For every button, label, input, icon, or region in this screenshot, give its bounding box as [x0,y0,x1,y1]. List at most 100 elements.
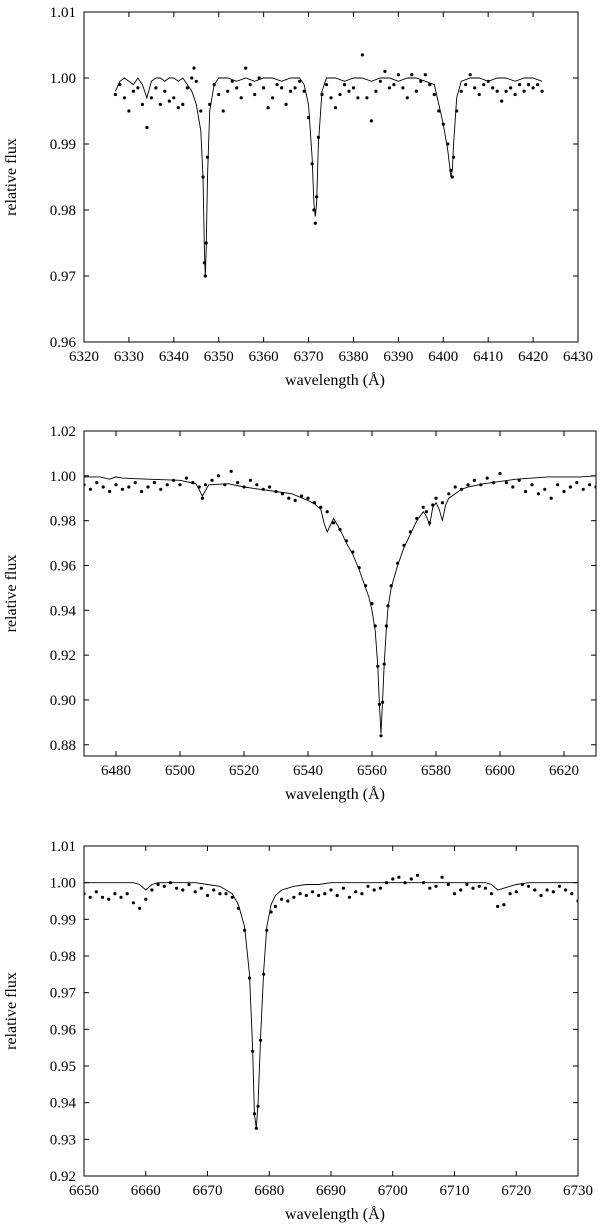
observed-point [292,895,296,899]
observed-point [131,901,135,905]
observed-point [204,483,208,487]
observed-point [366,884,370,888]
observed-point [533,888,537,892]
observed-point [146,485,150,489]
observed-point [332,521,336,525]
observed-point [300,494,304,498]
observed-point [449,168,453,172]
observed-point [434,496,438,500]
observed-point [437,109,441,113]
observed-point [356,96,360,100]
observed-point [423,73,427,77]
observed-point [446,142,450,146]
observed-point [248,83,252,87]
observed-point [347,895,352,899]
observed-point [489,892,494,896]
observed-point [280,897,284,901]
observed-point [256,1104,260,1108]
observed-point [378,79,382,83]
chart-panel-2: 6480 6500 6520 6540 6560 6580 6600 6620 0.88 0.90… [3,424,597,803]
y-tick-label: 0.98 [50,203,76,219]
observed-point [466,483,470,487]
observed-point [154,86,158,90]
observed-point [440,501,444,505]
observed-point [165,483,169,487]
observed-point [520,882,525,887]
observed-point [221,109,225,113]
observed-point [575,481,579,485]
observed-point [280,492,284,496]
observed-point [360,892,364,896]
observed-point [284,102,288,106]
observed-point [88,487,92,491]
chart-panel-1: 6320 6330 6340 6350 6360 6370 6380 6390 6400 6410… [3,5,593,389]
observed-point [483,886,487,890]
observed-point [464,83,468,87]
y-tick-label: 0.93 [50,1132,76,1148]
observed-point [581,487,585,491]
observed-point [275,83,279,87]
observed-point [204,241,208,245]
observed-point [329,888,333,892]
observed-point [473,86,477,90]
observed-point [159,487,163,491]
observed-point [511,485,515,489]
observed-point [477,884,481,888]
observed-point [252,1112,256,1116]
observed-point [239,96,243,100]
observed-point [536,492,541,496]
observed-point [531,86,535,90]
observed-point [205,155,210,159]
observed-point [317,893,321,898]
observed-point [402,543,406,547]
x-tick-label: 6340 [159,349,189,365]
observed-point [293,498,297,503]
y-tick-label: 1.00 [50,876,76,892]
x-tick-label: 6580 [421,763,451,779]
observed-point [568,485,573,489]
observed-point [369,119,373,123]
observed-point [229,469,233,473]
observed-point [351,86,356,90]
observed-point [113,92,117,97]
observed-point [162,884,166,888]
observed-point [545,888,549,892]
observed-point [536,83,540,87]
observed-point [190,76,194,80]
observed-point [453,485,457,489]
observed-point [259,1038,263,1042]
observed-point [200,496,204,500]
observed-point [255,483,259,487]
observed-point [236,906,240,910]
observed-point [491,86,495,90]
observed-point [403,881,407,885]
observed-point [216,474,220,478]
observed-point [145,125,149,130]
observed-point [320,92,324,97]
observed-point [95,481,99,485]
observed-point [138,906,142,910]
observed-point [432,92,436,97]
observed-point [122,96,126,100]
observed-point [304,893,308,898]
observed-point [298,892,302,896]
observed-point [84,892,86,896]
observed-point [101,485,105,489]
y-tick-label: 0.96 [50,558,77,574]
y-tick-label: 1.02 [50,424,76,440]
observed-point [287,496,291,500]
observed-point [450,175,454,179]
observed-point [199,886,203,890]
observed-point [108,489,112,494]
y-tick-label: 0.96 [50,335,77,351]
observed-point [236,481,240,485]
observed-point [313,221,317,225]
observed-point [421,505,425,509]
observed-point [187,882,191,887]
observed-point [230,895,234,899]
observed-point [354,890,358,894]
x-tick-label: 6620 [549,763,579,779]
observed-point [351,550,355,554]
observed-point [176,106,180,110]
